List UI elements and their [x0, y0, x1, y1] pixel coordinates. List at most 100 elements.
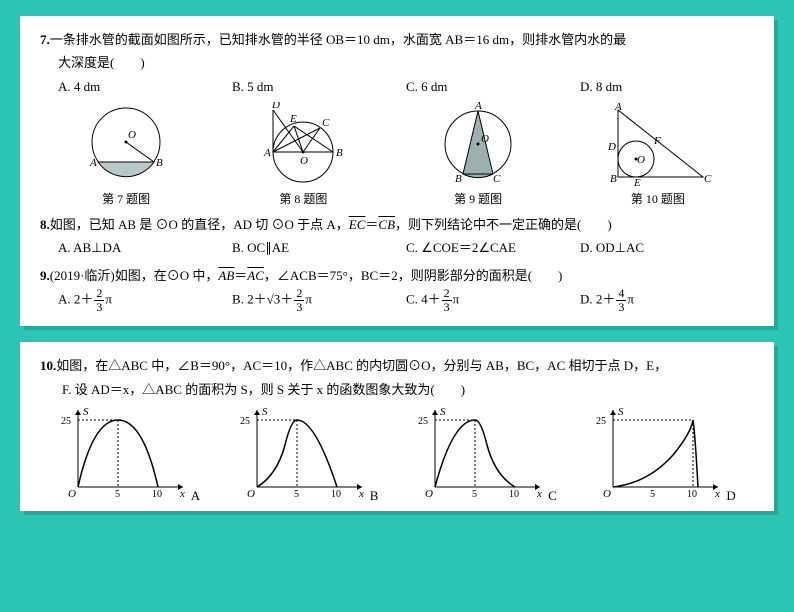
svg-text:C: C — [704, 173, 712, 185]
graph-a-label: A — [191, 488, 200, 503]
svg-text:25: 25 — [596, 416, 606, 427]
svg-text:25: 25 — [418, 416, 428, 427]
svg-text:O: O — [637, 154, 645, 166]
fig10-svg: A B C D E F O — [598, 102, 718, 187]
q9-eq: ＝ — [234, 268, 247, 283]
figure-row: O A B 第 7 题图 D E C A B O 第 8 题图 A O B C … — [40, 102, 754, 211]
svg-text:D: D — [271, 102, 280, 111]
fig-7: O A B 第 7 题图 — [76, 102, 176, 211]
svg-text:S: S — [618, 406, 624, 418]
q9-opt-c: C. 4＋23π — [406, 287, 580, 314]
q7-options: A. 4 dm B. 5 dm C. 6 dm D. 8 dm — [58, 75, 754, 98]
q7-text: 一条排水管的截面如图所示，已知排水管的半径 OB＝10 dm，水面宽 AB＝16… — [50, 32, 626, 47]
question-7: 7.一条排水管的截面如图所示，已知排水管的半径 OB＝10 dm，水面宽 AB＝… — [40, 28, 754, 98]
svg-text:D: D — [607, 141, 616, 153]
page-2: 10.如图，在△ABC 中，∠B＝90°，AC＝10，作△ABC 的内切圆⊙O，… — [20, 342, 774, 511]
question-10: 10.如图，在△ABC 中，∠B＝90°，AC＝10，作△ABC 的内切圆⊙O，… — [40, 354, 754, 401]
graph-a: 25 S 5 10 x O A — [58, 405, 200, 507]
svg-text:5: 5 — [115, 489, 120, 500]
svg-text:E: E — [633, 177, 641, 187]
graph-c-svg: 25 S 5 10 x O — [415, 405, 545, 500]
fig9-label: 第 9 题图 — [454, 192, 502, 206]
q10-text2: F. 设 AD＝x，△ABC 的面积为 S，则 S 关于 x 的函数图象大致为(… — [62, 382, 465, 397]
svg-text:x: x — [714, 488, 720, 500]
svg-text:B: B — [455, 173, 462, 185]
q7-text2: 大深度是( ) — [58, 55, 145, 70]
q9-opt-a: A. 2＋23π — [58, 287, 232, 314]
svg-text:B: B — [156, 157, 163, 169]
svg-text:O: O — [128, 129, 136, 141]
svg-text:C: C — [493, 173, 501, 185]
graph-b-label: B — [370, 488, 379, 503]
q7-opt-b: B. 5 dm — [232, 75, 406, 98]
q8-num: 8. — [40, 217, 50, 232]
graph-d-svg: 25 S 5 10 x O — [593, 405, 723, 500]
svg-text:O: O — [300, 155, 308, 167]
q8-opt-d: D. OD⊥AC — [580, 236, 754, 259]
q9-opt-d: D. 2＋43π — [580, 287, 754, 314]
svg-text:10: 10 — [331, 489, 341, 500]
svg-text:10: 10 — [152, 489, 162, 500]
q9-pre: (2019·临沂)如图，在⊙O 中， — [50, 268, 219, 283]
svg-text:25: 25 — [61, 416, 71, 427]
svg-text:5: 5 — [650, 489, 655, 500]
svg-text:x: x — [179, 488, 185, 500]
svg-text:F: F — [653, 135, 661, 147]
q8-opt-a: A. AB⊥DA — [58, 236, 232, 259]
fig8-svg: D E C A B O — [248, 102, 358, 187]
q7-opt-a: A. 4 dm — [58, 75, 232, 98]
q9-ac: AC — [247, 268, 264, 283]
question-8: 8.如图，已知 AB 是 ⊙O 的直径，AD 切 ⊙O 于点 A，EC＝CB，则… — [40, 213, 754, 260]
graph-c-label: C — [548, 488, 557, 503]
svg-text:A: A — [474, 102, 482, 112]
svg-text:A: A — [614, 102, 622, 113]
svg-text:O: O — [603, 488, 611, 500]
svg-text:A: A — [263, 147, 271, 159]
q8-opt-c: C. ∠COE＝2∠CAE — [406, 236, 580, 259]
q8-cb: CB — [378, 217, 395, 232]
svg-text:B: B — [610, 173, 617, 185]
svg-text:S: S — [262, 406, 268, 418]
page-1: 7.一条排水管的截面如图所示，已知排水管的半径 OB＝10 dm，水面宽 AB＝… — [20, 16, 774, 326]
svg-text:x: x — [358, 488, 364, 500]
q8-eq: ＝ — [365, 217, 378, 232]
q9-mid: ，∠ACB＝75°，BC＝2，则阴影部分的面积是( ) — [264, 268, 562, 283]
svg-text:x: x — [536, 488, 542, 500]
svg-text:10: 10 — [687, 489, 697, 500]
svg-text:A: A — [89, 157, 97, 169]
question-9: 9.(2019·临沂)如图，在⊙O 中，AB＝AC，∠ACB＝75°，BC＝2，… — [40, 264, 754, 315]
svg-text:S: S — [83, 406, 89, 418]
q9-num: 9. — [40, 268, 50, 283]
svg-text:O: O — [425, 488, 433, 500]
svg-text:S: S — [440, 406, 446, 418]
q10-text: 如图，在△ABC 中，∠B＝90°，AC＝10，作△ABC 的内切圆⊙O，分别与… — [56, 358, 667, 373]
svg-text:25: 25 — [240, 416, 250, 427]
fig-9: A O B C 第 9 题图 — [431, 102, 526, 211]
q7-num: 7. — [40, 32, 50, 47]
q10-num: 10. — [40, 358, 56, 373]
fig7-svg: O A B — [76, 102, 176, 187]
svg-text:B: B — [336, 147, 343, 159]
q7-opt-d: D. 8 dm — [580, 75, 754, 98]
fig9-svg: A O B C — [431, 102, 526, 187]
graph-d: 25 S 5 10 x O D — [593, 405, 736, 507]
svg-text:O: O — [247, 488, 255, 500]
q9-options: A. 2＋23π B. 2＋√3＋23π C. 4＋23π D. 2＋43π — [58, 287, 754, 314]
graph-c: 25 S 5 10 x O C — [415, 405, 557, 507]
svg-text:O: O — [68, 488, 76, 500]
fig-8: D E C A B O 第 8 题图 — [248, 102, 358, 211]
q8-text2: ，则下列结论中不一定正确的是( ) — [395, 217, 612, 232]
fig8-label: 第 8 题图 — [279, 192, 327, 206]
svg-text:O: O — [481, 133, 489, 145]
svg-text:5: 5 — [294, 489, 299, 500]
fig7-label: 第 7 题图 — [102, 192, 150, 206]
svg-text:E: E — [289, 113, 297, 125]
q9-ab: AB — [218, 268, 234, 283]
graph-d-label: D — [726, 488, 735, 503]
graph-a-svg: 25 S 5 10 x O — [58, 405, 188, 500]
svg-text:5: 5 — [472, 489, 477, 500]
q8-opt-b: B. OC∥AE — [232, 236, 406, 259]
svg-text:C: C — [322, 117, 330, 129]
graph-b-svg: 25 S 5 10 x O — [237, 405, 367, 500]
svg-text:10: 10 — [509, 489, 519, 500]
